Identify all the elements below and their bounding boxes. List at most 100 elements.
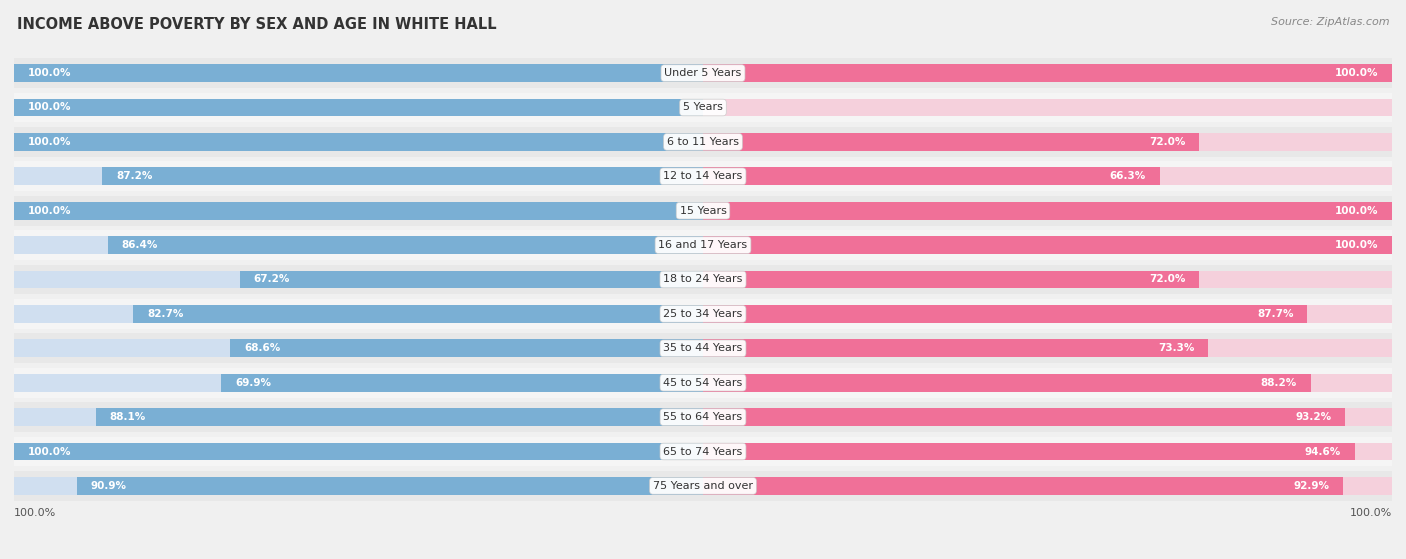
Bar (14, 127, 1392, 157)
Bar (14, 236, 703, 254)
Bar (14, 374, 703, 392)
Bar (703, 202, 1392, 220)
Bar (14, 443, 703, 461)
Text: 15 Years: 15 Years (679, 206, 727, 216)
Bar (14, 305, 703, 323)
Bar (77, 477, 703, 495)
Text: 66.3%: 66.3% (1109, 171, 1146, 181)
Text: 12 to 14 Years: 12 to 14 Years (664, 171, 742, 181)
Bar (96, 408, 703, 426)
Bar (14, 271, 703, 288)
Bar (14, 98, 703, 116)
Bar (14, 437, 1392, 466)
Bar (703, 305, 1308, 323)
Text: 6 to 11 Years: 6 to 11 Years (666, 137, 740, 147)
Bar (703, 167, 1160, 185)
Text: 18 to 24 Years: 18 to 24 Years (664, 274, 742, 285)
Text: 73.3%: 73.3% (1157, 343, 1194, 353)
Bar (703, 133, 1199, 151)
Bar (14, 58, 1392, 88)
Bar (703, 202, 1392, 220)
Bar (14, 93, 1392, 122)
Bar (703, 271, 1199, 288)
Bar (703, 98, 1392, 116)
Bar (14, 196, 1392, 226)
Text: 88.1%: 88.1% (110, 412, 146, 422)
Legend: Male, Female: Male, Female (633, 555, 773, 559)
Text: 68.6%: 68.6% (245, 343, 280, 353)
Text: 90.9%: 90.9% (90, 481, 127, 491)
Text: 55 to 64 Years: 55 to 64 Years (664, 412, 742, 422)
Bar (703, 271, 1392, 288)
Bar (14, 98, 703, 116)
Bar (108, 236, 703, 254)
Bar (14, 299, 1392, 329)
Text: 72.0%: 72.0% (1149, 137, 1185, 147)
Text: 16 and 17 Years: 16 and 17 Years (658, 240, 748, 250)
Bar (703, 408, 1346, 426)
Bar (134, 305, 703, 323)
Text: 87.2%: 87.2% (117, 171, 152, 181)
Bar (14, 408, 703, 426)
Text: 86.4%: 86.4% (121, 240, 157, 250)
Text: Under 5 Years: Under 5 Years (665, 68, 741, 78)
Bar (240, 271, 703, 288)
Bar (703, 64, 1392, 82)
Text: 87.7%: 87.7% (1257, 309, 1294, 319)
Text: 69.9%: 69.9% (235, 378, 271, 388)
Text: 25 to 34 Years: 25 to 34 Years (664, 309, 742, 319)
Text: 100.0%: 100.0% (1350, 508, 1392, 518)
Bar (103, 167, 703, 185)
Bar (14, 230, 1392, 260)
Text: 100.0%: 100.0% (1334, 68, 1378, 78)
Bar (14, 64, 703, 82)
Bar (703, 374, 1392, 392)
Bar (14, 64, 703, 82)
Text: 35 to 44 Years: 35 to 44 Years (664, 343, 742, 353)
Bar (14, 339, 703, 357)
Bar (703, 339, 1392, 357)
Text: 82.7%: 82.7% (148, 309, 183, 319)
Bar (703, 374, 1310, 392)
Text: 65 to 74 Years: 65 to 74 Years (664, 447, 742, 457)
Text: 5 Years: 5 Years (683, 102, 723, 112)
Bar (14, 471, 1392, 501)
Bar (14, 264, 1392, 295)
Bar (14, 333, 1392, 363)
Text: 100.0%: 100.0% (1334, 206, 1378, 216)
Text: 45 to 54 Years: 45 to 54 Years (664, 378, 742, 388)
Bar (14, 477, 703, 495)
Text: 94.6%: 94.6% (1305, 447, 1341, 457)
Text: 72.0%: 72.0% (1149, 274, 1185, 285)
Bar (14, 202, 703, 220)
Text: 100.0%: 100.0% (28, 137, 72, 147)
Text: 100.0%: 100.0% (28, 206, 72, 216)
Text: 75 Years and over: 75 Years and over (652, 481, 754, 491)
Bar (703, 408, 1392, 426)
Bar (14, 167, 703, 185)
Text: INCOME ABOVE POVERTY BY SEX AND AGE IN WHITE HALL: INCOME ABOVE POVERTY BY SEX AND AGE IN W… (17, 17, 496, 32)
Text: 100.0%: 100.0% (28, 68, 72, 78)
Bar (703, 443, 1355, 461)
Text: 93.2%: 93.2% (1295, 412, 1331, 422)
Text: 67.2%: 67.2% (254, 274, 290, 285)
Text: 100.0%: 100.0% (28, 447, 72, 457)
Bar (703, 133, 1392, 151)
Bar (703, 477, 1343, 495)
Bar (14, 133, 703, 151)
Bar (703, 305, 1392, 323)
Bar (703, 64, 1392, 82)
Bar (703, 443, 1392, 461)
Bar (703, 236, 1392, 254)
Bar (14, 202, 703, 220)
Text: 100.0%: 100.0% (14, 508, 56, 518)
Text: 88.2%: 88.2% (1261, 378, 1296, 388)
Bar (703, 167, 1392, 185)
Text: 100.0%: 100.0% (28, 102, 72, 112)
Bar (14, 368, 1392, 397)
Text: 100.0%: 100.0% (1334, 240, 1378, 250)
Text: 92.9%: 92.9% (1294, 481, 1329, 491)
Bar (703, 339, 1208, 357)
Bar (703, 236, 1392, 254)
Text: Source: ZipAtlas.com: Source: ZipAtlas.com (1271, 17, 1389, 27)
